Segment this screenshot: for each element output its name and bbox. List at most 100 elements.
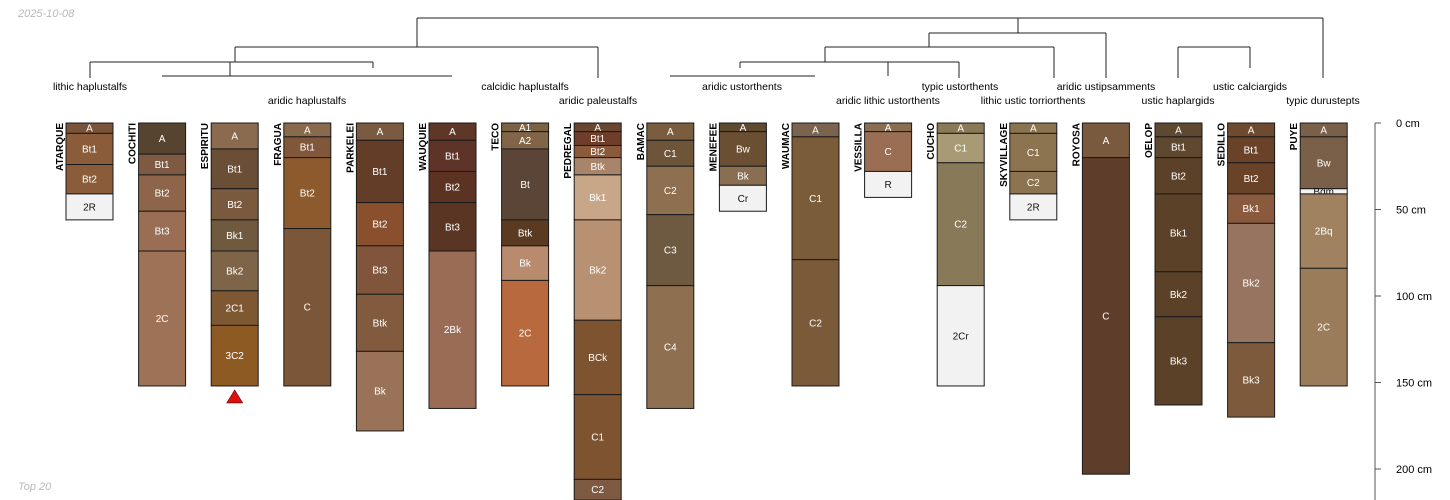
- horizon-label: A: [885, 123, 892, 134]
- horizon-label: Bk2: [589, 266, 607, 277]
- horizon-c1: [646, 139, 695, 167]
- horizon-label: Bt1: [1171, 143, 1186, 154]
- horizon-label: C: [884, 147, 891, 158]
- horizon-cr: [718, 184, 767, 212]
- horizon-label: 2R: [83, 202, 96, 213]
- horizon-label: A: [812, 125, 819, 136]
- horizon-label: Bt1: [82, 144, 97, 155]
- profile-name: ROYOSA: [1071, 123, 1082, 166]
- horizon-bt2: [65, 164, 114, 195]
- horizon-label: BCk: [588, 353, 608, 364]
- horizon-label: Bt1: [1244, 145, 1259, 156]
- horizon-label: Bt2: [227, 200, 242, 211]
- horizon-label: Bt2: [590, 147, 605, 158]
- horizon-label: C1: [1027, 148, 1040, 159]
- horizon-label: A2: [519, 136, 532, 147]
- horizon-2c: [138, 250, 187, 387]
- horizon-label: C2: [591, 485, 604, 496]
- horizon-bt1: [210, 148, 259, 190]
- horizon-3c2: [210, 324, 259, 387]
- horizon-bk2: [210, 250, 259, 292]
- horizon-bk2: [573, 219, 622, 321]
- taxonomy-labels: lithic haplustalfs aridic haplustalfs calc…: [53, 81, 1360, 107]
- horizon-label: A: [594, 123, 601, 134]
- horizon-label: A: [667, 127, 674, 138]
- horizon-label: Bk: [519, 259, 532, 270]
- horizon-label: Bw: [1317, 158, 1332, 169]
- depth-axis: 0 cm 50 cm 100 cm 150 cm 200 cm: [1374, 118, 1432, 500]
- horizon-c3: [646, 214, 695, 287]
- horizon-bk: [355, 350, 404, 432]
- taxonomy-label: ustic haplargids: [1142, 95, 1215, 107]
- profile-waumac: A C1 C2 WAUMAC: [781, 122, 840, 387]
- horizon-2r: [65, 193, 114, 221]
- axis-tick-label: 0 cm: [1396, 118, 1420, 130]
- horizon-label: Bk: [374, 387, 387, 398]
- profile-teco: A1 A2 Bt Btk Bk 2C TECO: [491, 122, 550, 387]
- horizon-bw: [1299, 136, 1348, 190]
- horizon-label: A: [86, 124, 93, 135]
- horizon-label: C2: [954, 220, 967, 231]
- profile-parkelei: A Bt1 Bt2 Bt3 Btk Bk PARKELEI: [345, 122, 404, 432]
- horizon-a: [210, 122, 259, 150]
- horizon-label: 2C1: [226, 304, 245, 315]
- horizon-2bq: [1299, 193, 1348, 269]
- horizon-bw: [718, 131, 767, 167]
- horizon-label: Bk2: [1170, 290, 1188, 301]
- taxonomy-label: lithic ustic torriorthents: [981, 95, 1085, 107]
- horizon-bt1: [65, 132, 114, 166]
- profile-espiritu: A Bt1 Bt2 Bk1 Bk2 2C1 3C2 ESPIRITU: [200, 122, 259, 404]
- horizon-label: Bt2: [372, 220, 387, 231]
- horizon-label: C1: [954, 144, 967, 155]
- taxonomy-label: typic ustorthents: [922, 81, 998, 93]
- horizon-label: Bk2: [226, 266, 244, 277]
- horizon-a: [1081, 122, 1130, 159]
- horizon-label: 2C: [1317, 323, 1330, 334]
- horizon-label: Bt1: [590, 134, 605, 145]
- horizon-c2: [791, 259, 840, 387]
- profile-name: COCHITI: [128, 123, 139, 164]
- horizon-label: Bt2: [445, 183, 460, 194]
- horizon-label: C1: [591, 432, 604, 443]
- horizon-label: C2: [1027, 178, 1040, 189]
- profile-name: SKYVILLAGE: [999, 123, 1010, 187]
- horizon-label: Bt3: [372, 266, 387, 277]
- horizon-label: C1: [664, 149, 677, 160]
- horizon-label: C2: [809, 318, 822, 329]
- horizon-label: Cr: [738, 194, 749, 205]
- horizon-label: Btk: [373, 318, 388, 329]
- profile-name: WAUMAC: [781, 123, 792, 169]
- horizon-label: Bk2: [1242, 279, 1260, 290]
- horizon-bk1: [210, 219, 259, 252]
- horizon-label: A: [159, 134, 166, 145]
- profile-name: CUCHO: [926, 123, 937, 160]
- horizon-label: C: [304, 303, 311, 314]
- horizon-label: A1: [519, 123, 532, 134]
- profile-fragua: A Bt1 Bt2 C FRAGUA: [273, 122, 332, 387]
- profile-vessilla: A C R VESSILLA: [854, 122, 913, 198]
- horizon-c2: [936, 162, 985, 287]
- horizon-label: Bt1: [445, 151, 460, 162]
- horizon-label: Bw: [736, 144, 751, 155]
- horizon-label: Bk: [737, 171, 750, 182]
- taxonomy-label: typic durustepts: [1286, 95, 1360, 107]
- horizon-label: Bt2: [300, 189, 315, 200]
- horizon-label: Bt2: [155, 189, 170, 200]
- profile-puye: A Bw Bqm 2Bq 2C PUYE: [1289, 122, 1348, 387]
- horizon-label: C3: [664, 246, 677, 257]
- horizon-2cr: [936, 285, 985, 387]
- horizon-2bk: [428, 250, 477, 409]
- profile-cucho: A C1 C2 2Cr CUCHO: [926, 122, 985, 387]
- profile-oelop: A Bt1 Bt2 Bk1 Bk2 Bk3 OELOP: [1144, 122, 1203, 406]
- horizon-label: C1: [809, 194, 822, 205]
- horizon-label: C4: [664, 343, 677, 354]
- profile-name: TECO: [491, 123, 502, 151]
- horizon-label: Bt1: [300, 143, 315, 154]
- horizon-label: A: [1103, 136, 1110, 147]
- horizon-bt: [501, 148, 550, 221]
- profile-name: VESSILLA: [854, 123, 865, 172]
- horizon-label: 2Bq: [1315, 227, 1333, 238]
- horizon-label: Bt3: [155, 227, 170, 238]
- horizon-label: A: [231, 131, 238, 142]
